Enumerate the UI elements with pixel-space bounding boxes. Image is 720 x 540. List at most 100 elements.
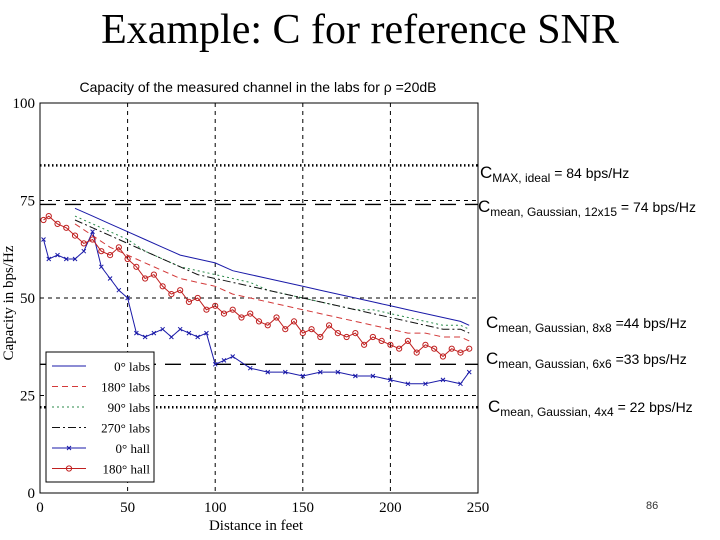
data-point xyxy=(45,213,52,220)
data-point xyxy=(54,220,61,227)
data-point xyxy=(230,354,236,359)
data-point xyxy=(150,271,157,278)
y-tick-label: 25 xyxy=(20,389,35,405)
data-point xyxy=(317,333,324,341)
data-point xyxy=(300,373,306,379)
data-point xyxy=(169,334,174,340)
data-point xyxy=(220,310,228,317)
data-point xyxy=(134,330,139,336)
x-axis-label: Distance in feet xyxy=(209,518,304,534)
data-point xyxy=(247,310,254,317)
legend-marker xyxy=(65,465,73,472)
data-point xyxy=(343,333,350,341)
data-point xyxy=(142,275,149,282)
data-point xyxy=(466,345,473,352)
data-point xyxy=(81,248,87,254)
data-point xyxy=(168,291,175,298)
data-point xyxy=(299,330,306,337)
reference-annotation: Cmean, Gaussian, 8x8 =44 bps/Hz xyxy=(486,313,687,335)
legend-label: 90° labs xyxy=(108,400,150,415)
data-point xyxy=(404,337,412,344)
data-point xyxy=(265,369,271,375)
y-tick-label: 50 xyxy=(20,291,35,307)
data-point xyxy=(334,330,341,337)
data-point xyxy=(63,224,70,231)
data-point xyxy=(89,236,96,243)
data-point xyxy=(186,330,192,336)
data-point xyxy=(151,330,157,336)
data-point xyxy=(159,283,166,290)
reference-annotation: Cmean, Gaussian, 4x4 = 22 bps/Hz xyxy=(488,397,693,419)
data-point xyxy=(177,287,184,294)
data-point xyxy=(142,334,148,340)
chart-title: Capacity of the measured channel in the … xyxy=(79,79,436,95)
data-point xyxy=(317,369,323,375)
data-point xyxy=(423,381,428,387)
data-point xyxy=(282,369,288,375)
data-point xyxy=(440,377,446,383)
data-point xyxy=(46,256,52,262)
data-point xyxy=(439,353,447,360)
series-line-3 xyxy=(74,219,470,334)
data-point xyxy=(264,322,271,329)
x-tick-label: 200 xyxy=(379,500,402,516)
data-point xyxy=(308,326,315,333)
data-point xyxy=(405,381,411,387)
data-point xyxy=(325,322,333,329)
data-point xyxy=(185,298,193,305)
reference-annotation: CMAX, ideal = 84 bps/Hz xyxy=(480,163,629,185)
data-point xyxy=(282,326,289,333)
data-point xyxy=(361,341,368,348)
data-point xyxy=(106,252,114,259)
reference-annotations: CMAX, ideal = 84 bps/Hz Cmean, Gaussian, … xyxy=(478,163,696,419)
series-layer xyxy=(40,207,473,387)
data-point xyxy=(124,255,131,263)
data-point xyxy=(115,244,122,251)
data-point xyxy=(125,295,130,301)
legend-label: 0° labs xyxy=(114,359,150,374)
data-point xyxy=(72,256,78,262)
data-point xyxy=(107,276,113,281)
data-point xyxy=(195,334,201,340)
data-point xyxy=(273,314,280,321)
data-point xyxy=(413,349,420,356)
series-line-5 xyxy=(43,215,470,358)
data-point xyxy=(431,345,438,352)
x-tick-label: 100 xyxy=(204,500,227,516)
axis-ticks: 0 50 100 150 200 250 0 25 50 75 100 xyxy=(13,96,490,516)
y-axis-label: Capacity in bps/Hz xyxy=(1,245,17,360)
legend-label: 180° labs xyxy=(101,380,150,395)
data-point xyxy=(466,369,472,375)
slide-title: Example: C for reference SNR xyxy=(101,7,619,53)
data-point xyxy=(212,302,219,309)
x-tick-label: 50 xyxy=(120,500,135,516)
data-point xyxy=(133,263,140,270)
data-point xyxy=(90,229,95,235)
data-point xyxy=(212,361,218,367)
y-tick-label: 0 xyxy=(28,486,36,502)
data-point xyxy=(335,369,341,375)
data-point xyxy=(221,358,227,363)
data-point xyxy=(458,381,463,387)
reference-annotation: Cmean, Gaussian, 6x6 =33 bps/Hz xyxy=(486,349,687,371)
data-point xyxy=(448,345,455,352)
legend: 0° labs 180° labs 90° labs 270° labs 0° hall… xyxy=(45,351,155,483)
data-point xyxy=(353,373,358,379)
data-point xyxy=(255,318,263,325)
data-point xyxy=(98,248,105,255)
y-tick-label: 75 xyxy=(20,194,35,210)
data-point xyxy=(63,256,69,262)
series-line-0 xyxy=(74,207,470,326)
legend-label: 0° hall xyxy=(116,441,151,456)
x-tick-label: 250 xyxy=(467,500,490,516)
data-point xyxy=(194,294,201,302)
data-point xyxy=(55,252,60,258)
data-point xyxy=(247,365,253,371)
data-point xyxy=(290,318,298,325)
y-tick-label: 100 xyxy=(13,96,36,112)
legend-marker xyxy=(66,445,72,451)
data-point xyxy=(378,337,385,344)
data-point xyxy=(177,326,183,332)
data-point xyxy=(388,377,393,383)
